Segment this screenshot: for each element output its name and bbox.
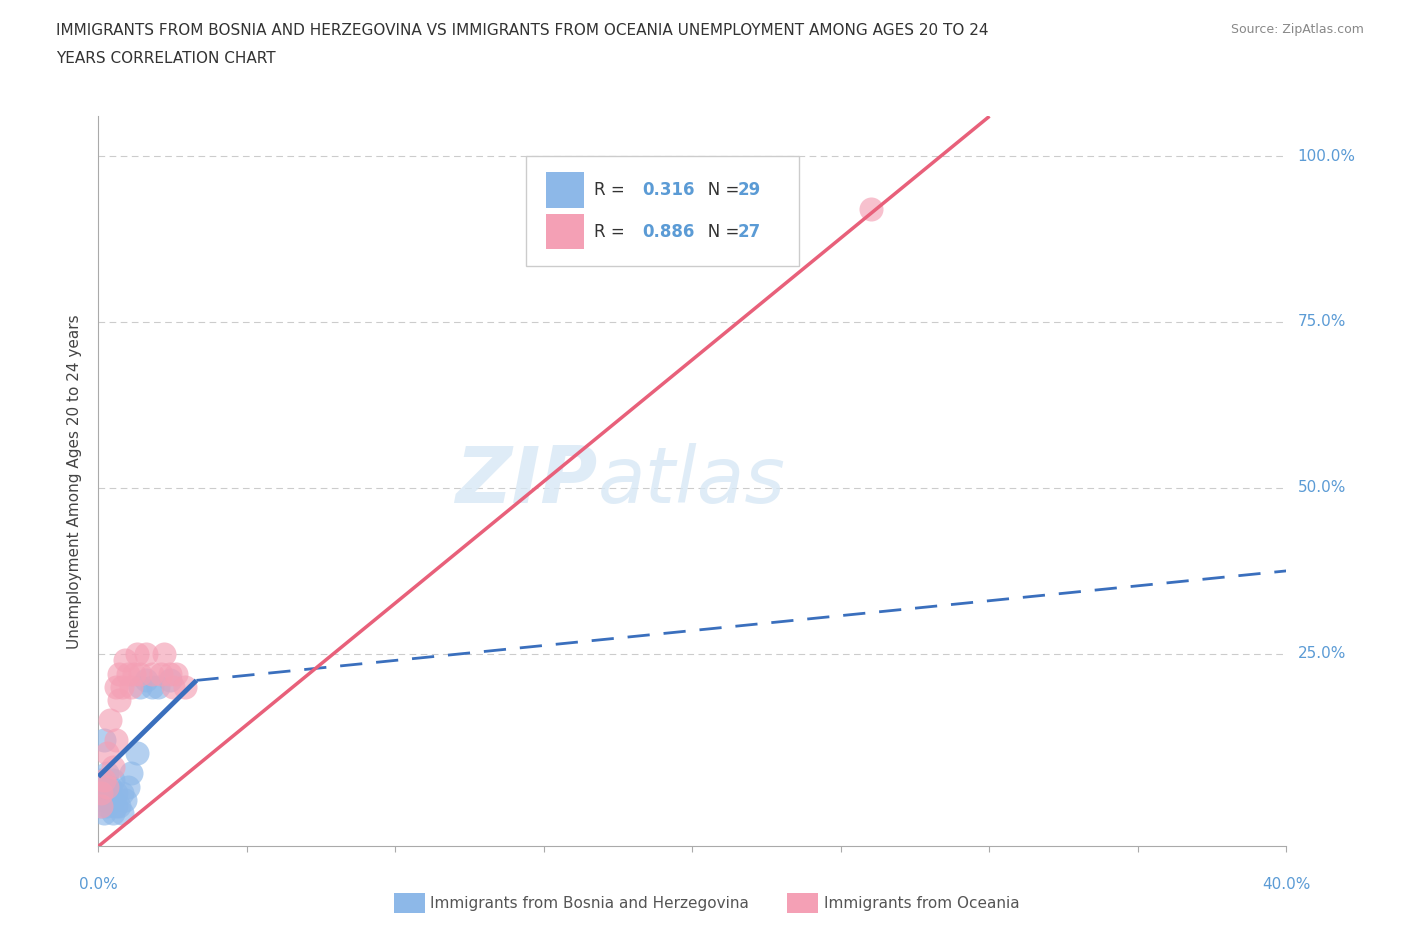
Point [98, 779, 121, 794]
Point [90, 799, 112, 814]
Point [93, 773, 115, 788]
Point [105, 733, 128, 748]
Point [135, 673, 157, 688]
Point [93, 733, 115, 748]
Y-axis label: Unemployment Among Ages 20 to 24 years: Unemployment Among Ages 20 to 24 years [67, 314, 83, 648]
Point [108, 799, 131, 814]
Point [125, 746, 148, 761]
Point [120, 766, 142, 781]
Point [93, 779, 115, 794]
FancyBboxPatch shape [526, 156, 800, 266]
Point [103, 773, 125, 788]
Point [108, 693, 131, 708]
Point [152, 646, 174, 661]
Point [129, 666, 152, 681]
Point [108, 666, 131, 681]
Text: ZIP: ZIP [456, 444, 598, 519]
Point [141, 680, 163, 695]
Point [105, 799, 128, 814]
Point [105, 786, 128, 801]
Text: Source: ZipAtlas.com: Source: ZipAtlas.com [1230, 23, 1364, 36]
Point [165, 666, 187, 681]
Point [129, 680, 152, 695]
Text: N =: N = [692, 222, 745, 241]
Point [90, 799, 112, 814]
Point [111, 786, 134, 801]
Point [96, 799, 118, 814]
Text: 75.0%: 75.0% [1298, 314, 1346, 329]
Point [122, 666, 145, 681]
Point [96, 786, 118, 801]
Text: 40.0%: 40.0% [1263, 877, 1310, 892]
Text: Immigrants from Bosnia and Herzegovina: Immigrants from Bosnia and Herzegovina [430, 896, 749, 910]
Point [105, 680, 128, 695]
Point [117, 779, 139, 794]
Point [96, 746, 118, 761]
Point [103, 792, 125, 807]
Point [96, 779, 118, 794]
Point [146, 680, 169, 695]
Text: 27: 27 [738, 222, 761, 241]
Text: IMMIGRANTS FROM BOSNIA AND HERZEGOVINA VS IMMIGRANTS FROM OCEANIA UNEMPLOYMENT A: IMMIGRANTS FROM BOSNIA AND HERZEGOVINA V… [56, 23, 988, 38]
Point [120, 680, 142, 695]
Point [90, 786, 112, 801]
Point [859, 202, 882, 217]
Point [98, 712, 121, 727]
Text: 29: 29 [738, 181, 761, 199]
Bar [547, 172, 585, 207]
Text: N =: N = [692, 181, 745, 199]
Point [114, 653, 136, 668]
Point [93, 805, 115, 820]
Text: 50.0%: 50.0% [1298, 481, 1346, 496]
Point [149, 666, 172, 681]
Point [114, 792, 136, 807]
Point [162, 680, 184, 695]
Point [141, 666, 163, 681]
Text: 0.886: 0.886 [643, 222, 695, 241]
Point [93, 792, 115, 807]
Point [90, 786, 112, 801]
Point [111, 680, 134, 695]
Text: 25.0%: 25.0% [1298, 646, 1346, 661]
Point [103, 759, 125, 774]
Bar [547, 214, 585, 249]
Point [135, 646, 157, 661]
Point [90, 773, 112, 788]
Point [159, 673, 181, 688]
Point [111, 805, 134, 820]
Text: R =: R = [593, 181, 630, 199]
Point [117, 666, 139, 681]
Point [159, 666, 181, 681]
Text: Immigrants from Oceania: Immigrants from Oceania [824, 896, 1019, 910]
Point [96, 766, 118, 781]
Point [173, 680, 195, 695]
Text: 0.316: 0.316 [643, 181, 695, 199]
Text: 100.0%: 100.0% [1298, 149, 1355, 164]
Point [98, 792, 121, 807]
Text: R =: R = [593, 222, 630, 241]
Point [103, 805, 125, 820]
Text: 0.0%: 0.0% [79, 877, 118, 892]
Text: atlas: atlas [598, 444, 786, 519]
Text: YEARS CORRELATION CHART: YEARS CORRELATION CHART [56, 51, 276, 66]
Point [125, 646, 148, 661]
